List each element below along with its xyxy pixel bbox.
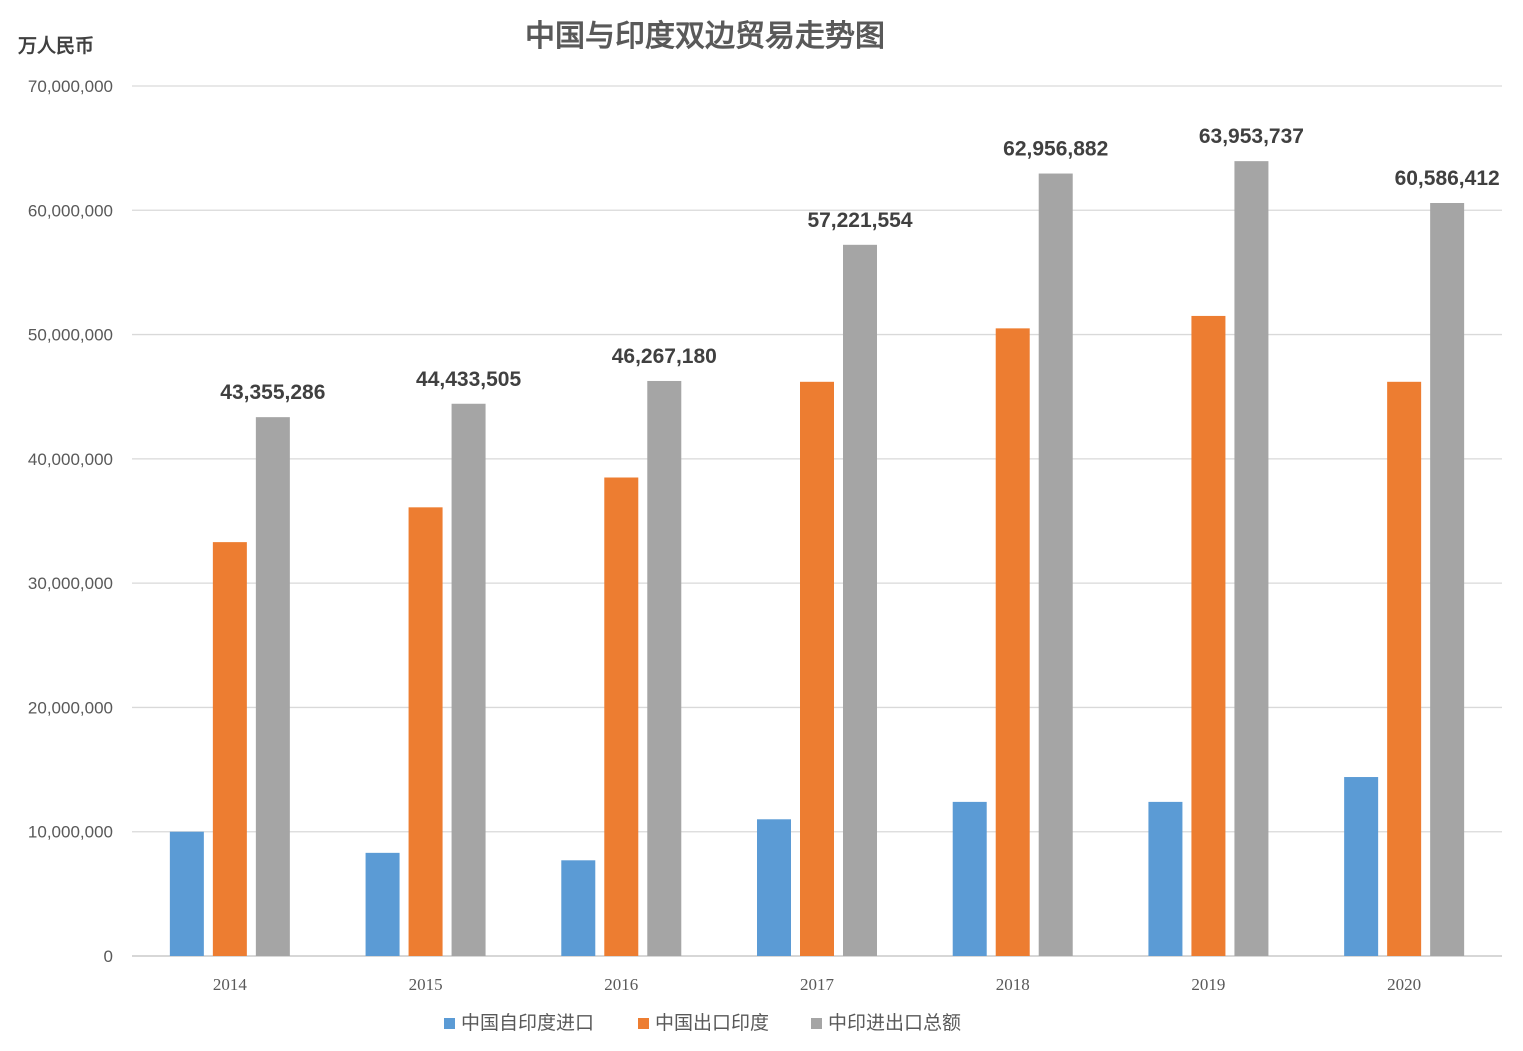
data-label-2020: 60,586,412 (1395, 167, 1500, 190)
y-tick-label: 50,000,000 (28, 326, 113, 345)
legend: 中国自印度进口 中国出口印度 中印进出口总额 (444, 1012, 961, 1034)
x-tick-label-2019: 2019 (1191, 975, 1225, 994)
data-label-2019: 63,953,737 (1199, 125, 1304, 148)
bar-2020-series-3 (1430, 202, 1465, 957)
y-axis-unit-label: 万人民币 (17, 35, 94, 57)
y-tick-label: 60,000,000 (28, 201, 113, 220)
legend-label-1: 中国自印度进口 (461, 1012, 594, 1034)
legend-swatch-2 (638, 1018, 649, 1029)
data-label-2017: 57,221,554 (807, 209, 912, 232)
y-tick-label: 40,000,000 (28, 450, 113, 469)
data-labels: 43,355,286 44,433,505 46,267,180 57,221,554… (220, 125, 1499, 404)
bar-2019-series-3 (1234, 161, 1269, 956)
y-tick-label: 70,000,000 (28, 77, 113, 96)
bar-2018-series-3 (1038, 173, 1073, 956)
y-tick-label: 20,000,000 (28, 698, 113, 717)
x-tick-label-2016: 2016 (604, 975, 638, 994)
legend-swatch-3 (811, 1018, 822, 1029)
y-axis-ticks: 0 10,000,000 20,000,000 30,000,000 40,000,00… (28, 77, 113, 966)
data-label-2015: 44,433,505 (416, 368, 521, 391)
x-tick-label-2015: 2015 (409, 975, 443, 994)
data-label-2014: 43,355,286 (220, 381, 325, 404)
bar-2015-series-3 (451, 403, 486, 956)
x-axis-ticks: 2014 2015 2016 2017 2018 2019 2020 (213, 975, 1421, 994)
bar-2019-series-2 (1191, 315, 1226, 956)
bar-2020-series-2 (1387, 381, 1422, 956)
y-tick-label: 0 (104, 947, 113, 966)
legend-swatch-1 (444, 1018, 455, 1029)
y-tick-label: 10,000,000 (28, 823, 113, 842)
bar-2016-series-1 (561, 860, 596, 956)
legend-label-3: 中印进出口总额 (828, 1012, 961, 1034)
data-label-2018: 62,956,882 (1003, 138, 1108, 161)
bar-2018-series-1 (952, 801, 987, 956)
bar-2014-series-3 (255, 417, 290, 956)
x-tick-label-2017: 2017 (800, 975, 835, 994)
y-tick-label: 30,000,000 (28, 574, 113, 593)
x-tick-label-2014: 2014 (213, 975, 248, 994)
data-label-2016: 46,267,180 (612, 345, 717, 368)
bar-2014-series-2 (212, 542, 247, 956)
bar-2020-series-1 (1344, 777, 1379, 956)
bar-2017-series-3 (843, 244, 877, 957)
bar-2017-series-2 (800, 381, 834, 956)
bar-2015-series-1 (365, 852, 400, 956)
legend-label-2: 中国出口印度 (655, 1012, 769, 1034)
chart-title: 中国与印度双边贸易走势图 (525, 19, 885, 54)
bar-2019-series-1 (1148, 801, 1183, 956)
bar-2015-series-2 (408, 507, 443, 956)
bar-2018-series-2 (995, 328, 1030, 956)
x-tick-label-2018: 2018 (996, 975, 1030, 994)
bar-series (169, 161, 1465, 957)
bar-2016-series-3 (647, 380, 682, 956)
bar-2016-series-2 (604, 477, 639, 956)
bar-2014-series-1 (169, 831, 204, 956)
x-tick-label-2020: 2020 (1387, 975, 1421, 994)
bar-2017-series-1 (757, 819, 791, 956)
